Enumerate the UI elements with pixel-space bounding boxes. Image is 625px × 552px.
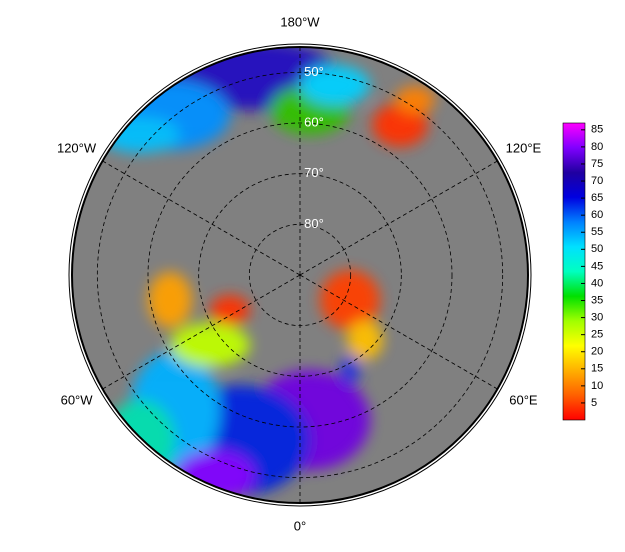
colorbar-tick-label: 10	[591, 380, 603, 392]
colorbar-tick-label: 80	[591, 141, 603, 153]
meridian-label: 120°W	[57, 140, 97, 155]
colorbar-tick-label: 60	[591, 209, 603, 221]
parallel-label: 60°	[304, 114, 324, 129]
colorbar-tick-label: 65	[591, 192, 603, 204]
colorbar-tick-label: 85	[591, 124, 603, 136]
data-field	[100, 47, 435, 500]
colorbar-tick-label: 45	[591, 260, 603, 272]
meridian-line	[299, 274, 498, 390]
colorbar-tick-label: 20	[591, 346, 603, 358]
colorbar-tick-label: 55	[591, 226, 603, 238]
meridian-line	[299, 160, 498, 276]
meridian-label: 60°W	[61, 392, 94, 407]
colorbar-tick-label: 30	[591, 311, 603, 323]
meridian-label: 60°E	[509, 392, 538, 407]
colorbar	[562, 122, 586, 421]
meridian-label: 0°	[294, 518, 306, 533]
colorbar-tick-label: 75	[591, 158, 603, 170]
colorbar-tick-label: 35	[591, 294, 603, 306]
meridian-line	[102, 160, 301, 276]
meridian-line	[102, 274, 301, 390]
parallel-label: 70°	[304, 165, 324, 180]
meridian-label: 120°E	[506, 140, 542, 155]
colorbar-tick-label: 50	[591, 243, 603, 255]
colorbar-tick-label: 25	[591, 329, 603, 341]
map-frame	[68, 43, 532, 507]
colorbar-tick-label: 70	[591, 175, 603, 187]
colorbar-tick-label: 15	[591, 363, 603, 375]
colorbar-tick-label: 5	[591, 397, 597, 409]
parallel-label: 50°	[304, 64, 324, 79]
parallel-line	[147, 122, 453, 428]
parallel-label: 80°	[304, 216, 324, 231]
parallel-line	[96, 71, 504, 479]
meridian-label: 180°W	[280, 14, 320, 29]
colorbar-tick-label: 40	[591, 277, 603, 289]
